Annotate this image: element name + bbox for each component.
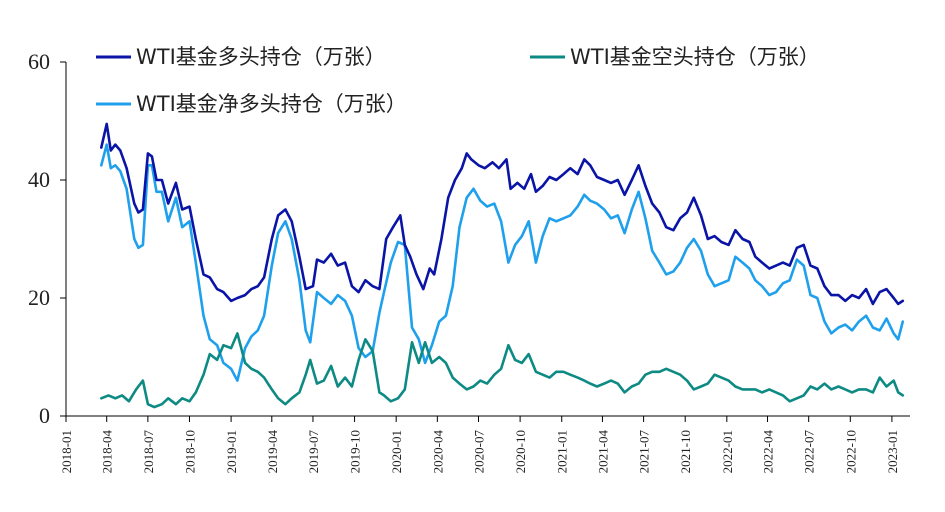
- y-tick-label: 20: [28, 285, 50, 310]
- series-line-net-long: [100, 143, 905, 382]
- x-tick-label: 2021-04: [595, 429, 610, 473]
- x-tick-label: 2018-07: [141, 430, 156, 474]
- series-line-short: [100, 332, 905, 409]
- x-tick-label: 2021-10: [678, 430, 693, 473]
- x-tick-label: 2021-07: [637, 430, 652, 474]
- legend-label-net-long: WTI基金净多头持仓（万张）: [136, 92, 407, 116]
- x-tick-label: 2023-01: [885, 430, 900, 473]
- y-tick-label: 60: [28, 49, 50, 74]
- series-line-long: [100, 122, 905, 306]
- x-tick-label: 2022-10: [843, 430, 858, 473]
- x-tick-label: 2020-04: [430, 429, 445, 473]
- x-tick-label: 2022-04: [761, 429, 776, 473]
- x-tick-label: 2019-07: [306, 430, 321, 474]
- x-tick-label: 2018-01: [59, 430, 74, 473]
- x-tick-label: 2021-01: [555, 430, 570, 473]
- axes: 0 20 40 60 2018-01 2018-04 2018-07 2018-10 2019-…: [28, 49, 910, 473]
- x-tick-label: 2018-10: [183, 430, 198, 473]
- y-tick-label: 0: [39, 403, 50, 428]
- x-tick-label: 2020-01: [389, 430, 404, 473]
- x-tick-label: 2020-10: [513, 430, 528, 473]
- legend: WTI基金多头持仓（万张） WTI基金空头持仓（万张） WTI基金净多头持仓（万…: [96, 45, 820, 116]
- legend-label-long: WTI基金多头持仓（万张）: [136, 45, 386, 69]
- x-tick-label: 2019-10: [348, 430, 363, 473]
- x-tick-label: 2018-04: [100, 430, 115, 474]
- y-tick-label: 40: [28, 167, 50, 192]
- x-tick-label: 2022-01: [720, 430, 735, 473]
- x-tick-label: 2020-07: [472, 430, 487, 474]
- x-tick-label: 2019-01: [224, 430, 239, 473]
- plot-area: [100, 122, 905, 409]
- legend-label-short: WTI基金空头持仓（万张）: [570, 45, 820, 69]
- x-tick-label: 2019-04: [265, 430, 280, 474]
- x-tick-label: 2022-07: [802, 430, 817, 474]
